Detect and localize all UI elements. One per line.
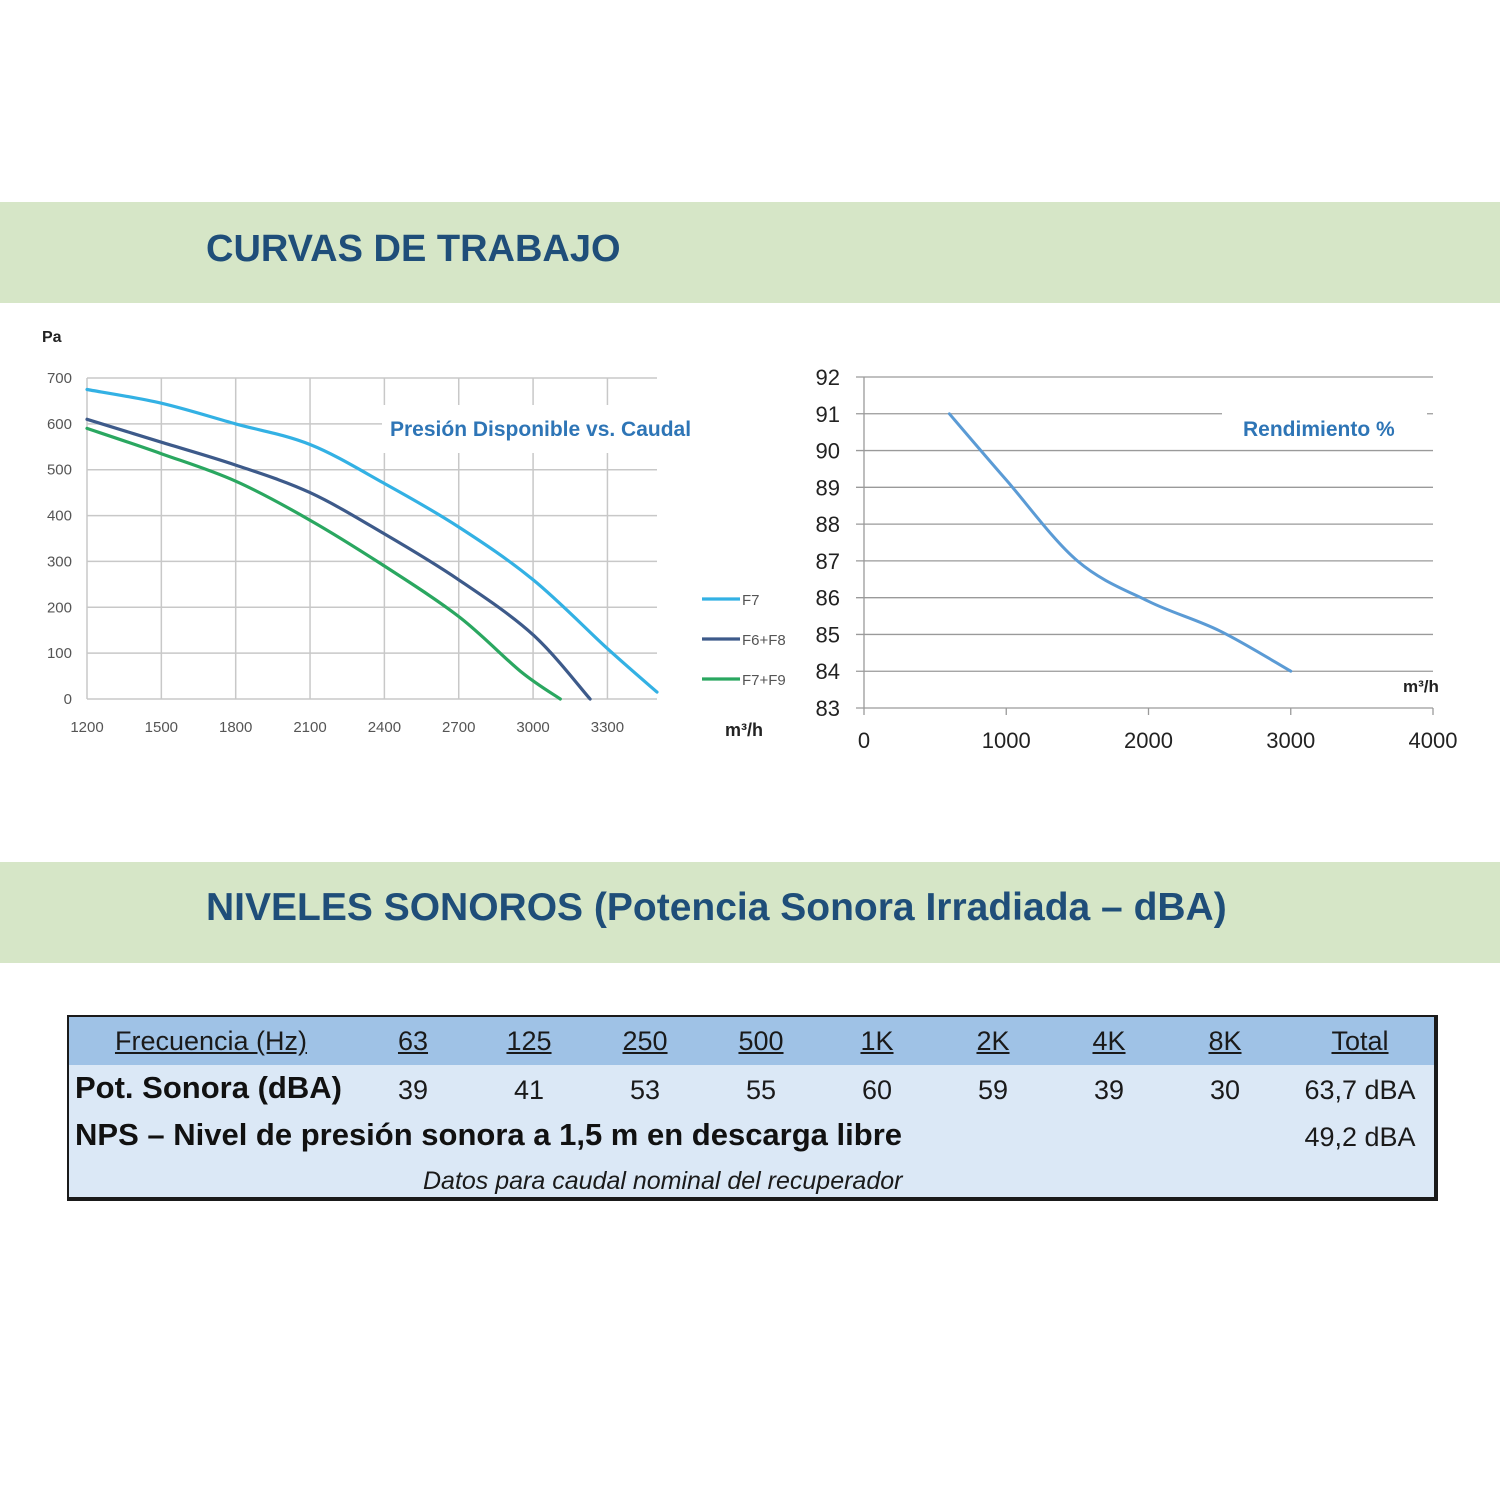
sound-levels-table: Frecuencia (Hz) 63 125 250 500 1K 2K 4K …: [67, 1015, 1438, 1201]
x-axis-label: m³/h: [1403, 677, 1439, 696]
chart-title-background: [382, 405, 700, 453]
y-tick-label: 83: [816, 696, 840, 721]
legend-label: F6+F8: [742, 632, 786, 649]
x-tick-label: 2400: [368, 719, 401, 736]
freq-125: 125: [506, 1026, 552, 1056]
efficiency-line: [947, 412, 1293, 673]
table-header-row: [69, 1017, 1434, 1065]
sound-power-4k: 39: [1093, 1075, 1125, 1105]
x-tick-label: 1000: [982, 728, 1031, 753]
x-axis-label: m³/h: [725, 720, 763, 740]
y-tick-label: 91: [816, 402, 840, 427]
y-tick-label: 89: [816, 475, 840, 500]
y-tick-label: 300: [47, 553, 72, 570]
sound-power-63: 39: [397, 1075, 429, 1105]
legend-label: F7+F9: [742, 672, 786, 689]
series-line-f6-f8: [85, 417, 592, 701]
frequency-header: Frecuencia (Hz): [114, 1026, 308, 1056]
freq-1k: 1K: [860, 1026, 894, 1056]
freq-8k: 8K: [1208, 1026, 1242, 1056]
niveles-title: NIVELES SONOROS (Potencia Sonora Irradia…: [206, 886, 1227, 929]
series-line-f7: [85, 387, 659, 694]
y-tick-label: 88: [816, 512, 840, 537]
sound-power-250: 53: [629, 1075, 661, 1105]
x-tick-label: 1200: [70, 719, 103, 736]
y-tick-label: 86: [816, 586, 840, 611]
sound-pressure-total: 49,2 dBA: [1304, 1122, 1416, 1152]
x-tick-label: 0: [858, 728, 870, 753]
sound-pressure-label: NPS – Nivel de presión sonora a 1,5 m en…: [75, 1117, 902, 1152]
y-axis-label: Pa: [42, 329, 62, 346]
freq-500: 500: [738, 1026, 784, 1056]
freq-2k: 2K: [976, 1026, 1010, 1056]
total-header: Total: [1331, 1026, 1389, 1056]
niveles-section-header: NIVELES SONOROS (Potencia Sonora Irradia…: [0, 862, 1500, 963]
x-tick-label: 3000: [1266, 728, 1315, 753]
table-note: Datos para caudal nominal del recuperado…: [423, 1167, 903, 1195]
y-tick-label: 84: [816, 659, 840, 684]
y-tick-label: 200: [47, 599, 72, 616]
x-tick-label: 4000: [1409, 728, 1458, 753]
freq-63: 63: [397, 1026, 429, 1056]
freq-4k: 4K: [1092, 1026, 1126, 1056]
sound-power-label: Pot. Sonora (dBA): [75, 1070, 342, 1105]
y-tick-label: 90: [816, 439, 840, 464]
chart-title-background: [1222, 403, 1427, 449]
sound-power-total: 63,7 dBA: [1304, 1075, 1416, 1105]
sound-power-125: 41: [513, 1075, 545, 1105]
y-tick-label: 100: [47, 645, 72, 662]
curvas-section-header: CURVAS DE TRABAJO: [0, 202, 1500, 303]
x-tick-label: 2100: [293, 719, 326, 736]
y-tick-label: 85: [816, 622, 840, 647]
y-tick-label: 400: [47, 508, 72, 525]
x-tick-label: 2000: [1124, 728, 1173, 753]
sound-power-2k: 59: [977, 1075, 1009, 1105]
y-tick-label: 92: [816, 365, 840, 390]
y-tick-label: 87: [816, 549, 840, 574]
sound-power-500: 55: [745, 1075, 777, 1105]
y-tick-label: 0: [64, 691, 72, 708]
curvas-title: CURVAS DE TRABAJO: [206, 228, 621, 270]
y-tick-label: 500: [47, 462, 72, 479]
y-tick-label: 600: [47, 416, 72, 433]
series-line-f7-f9: [85, 426, 562, 701]
x-tick-label: 1800: [219, 719, 252, 736]
sound-power-8k: 30: [1209, 1075, 1241, 1105]
sound-power-1k: 60: [861, 1075, 893, 1105]
x-tick-label: 1500: [145, 719, 178, 736]
chart-title: Presión Disponible vs. Caudal: [390, 418, 691, 441]
x-tick-label: 3000: [516, 719, 549, 736]
x-tick-label: 3300: [591, 719, 624, 736]
x-tick-label: 2700: [442, 719, 475, 736]
y-tick-label: 700: [47, 370, 72, 387]
legend-label: F7: [742, 592, 760, 609]
chart-title: Rendimiento %: [1243, 418, 1395, 441]
freq-250: 250: [622, 1026, 668, 1056]
